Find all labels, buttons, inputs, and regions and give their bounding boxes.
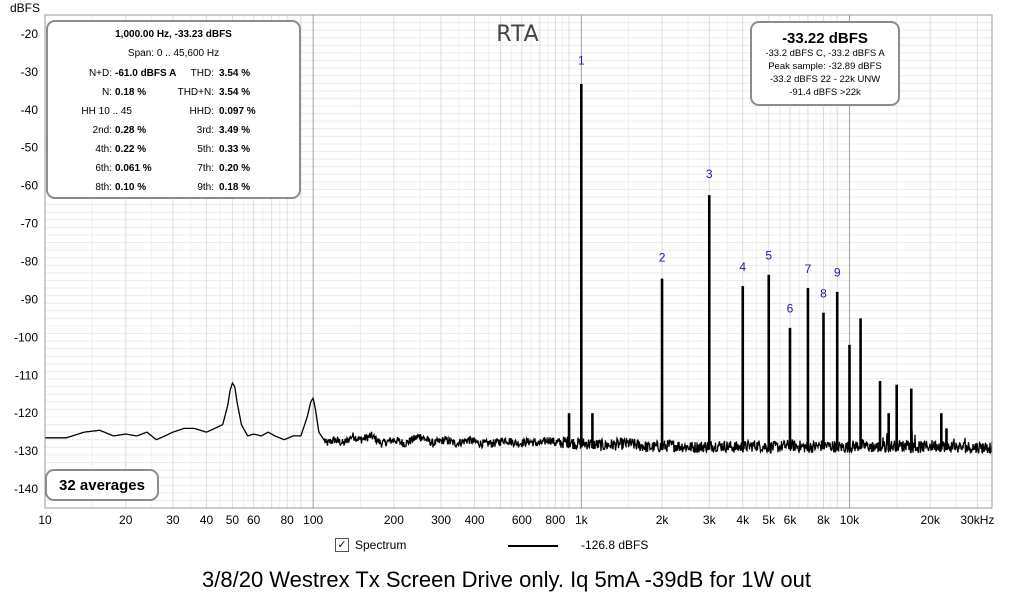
- harmonic-label: 8: [820, 287, 827, 301]
- chart-caption: 3/8/20 Westrex Tx Screen Drive only. Iq …: [202, 567, 811, 592]
- stat-label: THD+N:: [177, 87, 214, 98]
- level-line: -33.2 dBFS 22 - 22k UNW: [769, 74, 881, 85]
- stat-value: 0.097 %: [219, 106, 256, 117]
- chart-title: RTA: [496, 22, 539, 47]
- stats-panel: 1,000.00 Hz, -33.23 dBFS Span: 0 .. 45,6…: [46, 20, 301, 199]
- y-axis-unit: dBFS: [10, 1, 40, 15]
- harmonic-label: 5: [765, 249, 772, 263]
- x-tick-label: 20: [119, 513, 133, 527]
- stat-value: 0.10 %: [115, 182, 147, 193]
- x-tick-label: 100: [303, 513, 323, 527]
- y-tick-label: -40: [21, 103, 39, 117]
- x-tick-label: 5k: [762, 513, 776, 527]
- x-tick-label: 80: [280, 513, 294, 527]
- x-tick-label: 4k: [736, 513, 750, 527]
- harmonic-label: 6: [787, 302, 794, 316]
- x-tick-label: 40: [200, 513, 214, 527]
- y-tick-label: -130: [14, 444, 38, 458]
- stat-value: 0.18 %: [219, 182, 251, 193]
- averages-badge: 32 averages: [45, 469, 159, 501]
- x-tick-label: 30: [166, 513, 180, 527]
- x-tick-label: 300: [431, 513, 451, 527]
- legend-line-swatch: [508, 545, 558, 547]
- x-tick-label: 400: [465, 513, 485, 527]
- level-panel: -33.22 dBFS -33.2 dBFS C, -33.2 dBFS A P…: [750, 21, 900, 106]
- y-tick-label: -30: [21, 65, 39, 79]
- y-tick-label: -70: [21, 217, 39, 231]
- stat-label: 3rd:: [196, 125, 214, 136]
- x-tick-label: 10k: [840, 513, 860, 527]
- stat-label: THD:: [190, 68, 214, 79]
- level-line: -33.2 dBFS C, -33.2 dBFS A: [765, 48, 885, 59]
- y-tick-label: -20: [21, 27, 39, 41]
- x-tick-label: 2k: [656, 513, 670, 527]
- stat-value: 0.18 %: [115, 87, 147, 98]
- harmonic-label: 2: [659, 251, 666, 265]
- y-tick-label: -80: [21, 255, 39, 269]
- harmonic-markers: 1 2 3 4 5 6 789: [578, 53, 841, 315]
- stat-value: 0.20 %: [219, 163, 251, 174]
- x-tick-label: 600: [512, 513, 532, 527]
- stat-label: N:: [102, 87, 112, 98]
- stats-span: Span: 0 .. 45,600 Hz: [127, 48, 220, 59]
- y-axis-ticks: -20 -30 -40 -50 -60 -70 -80 -90 -100 -110 -120 -130…: [14, 27, 38, 496]
- y-tick-label: -90: [21, 292, 39, 306]
- x-tick-label: 20k: [921, 513, 941, 527]
- level-main-readout: -33.22 dBFS: [782, 30, 868, 47]
- stat-label: HH 10 .. 45: [81, 106, 132, 117]
- stat-label: 5th:: [197, 144, 214, 155]
- legend-cursor-value: -126.8 dBFS: [581, 538, 649, 552]
- stat-label: N+D:: [88, 68, 112, 79]
- stat-value: -61.0 dBFS A: [115, 68, 177, 79]
- x-axis-ticks: 10 20 30 40 50 60 80 100 200 300 400 600 800 1k 2k 3k 4k…: [38, 513, 994, 527]
- plot-frame: [44, 14, 993, 509]
- stat-value: 3.54 %: [219, 87, 251, 98]
- x-tick-label: 1k: [575, 513, 589, 527]
- x-tick-label: 200: [384, 513, 404, 527]
- stat-value: 0.33 %: [219, 144, 251, 155]
- harmonic-label: 1: [578, 53, 585, 67]
- stat-label: 6th:: [95, 163, 112, 174]
- spectrum-visibility-checkbox[interactable]: ✓: [335, 538, 349, 552]
- y-tick-label: -120: [14, 406, 38, 420]
- stats-header: 1,000.00 Hz, -33.23 dBFS: [115, 29, 232, 40]
- y-tick-label: -100: [14, 330, 38, 344]
- stat-value: 3.49 %: [219, 125, 251, 136]
- stat-value: 0.22 %: [115, 144, 147, 155]
- stat-value: 0.061 %: [115, 163, 152, 174]
- x-tick-label: 30kHz: [960, 513, 994, 527]
- stat-label: 9th:: [197, 182, 214, 193]
- x-tick-label: 3k: [703, 513, 717, 527]
- harmonic-label: 9: [834, 266, 841, 280]
- harmonic-label: 7: [805, 262, 812, 276]
- noise-floor-trace: [45, 381, 993, 455]
- harmonic-label: 4: [739, 260, 746, 274]
- y-tick-label: -60: [21, 179, 39, 193]
- x-tick-label: 6k: [784, 513, 798, 527]
- legend-series-name: Spectrum: [355, 538, 407, 552]
- x-tick-label: 50: [226, 513, 240, 527]
- stat-value: 0.28 %: [115, 125, 147, 136]
- y-tick-label: -50: [21, 141, 39, 155]
- stat-value: 3.54 %: [219, 68, 251, 79]
- stat-label: 7th:: [197, 163, 214, 174]
- stat-label: HHD:: [189, 106, 214, 117]
- x-tick-label: 60: [247, 513, 261, 527]
- y-tick-label: -140: [14, 482, 38, 496]
- stat-label: 4th:: [95, 144, 112, 155]
- y-tick-label: -110: [15, 368, 38, 382]
- spectrum-trace: [45, 84, 993, 455]
- stat-label: 2nd:: [92, 125, 112, 136]
- level-line: -91.4 dBFS >22k: [789, 87, 861, 98]
- x-tick-label: 800: [545, 513, 565, 527]
- x-tick-label: 8k: [817, 513, 831, 527]
- harmonic-label: 3: [706, 167, 713, 181]
- stat-label: 8th:: [95, 182, 112, 193]
- x-tick-label: 10: [38, 513, 52, 527]
- level-line: Peak sample: -32.89 dBFS: [768, 61, 882, 72]
